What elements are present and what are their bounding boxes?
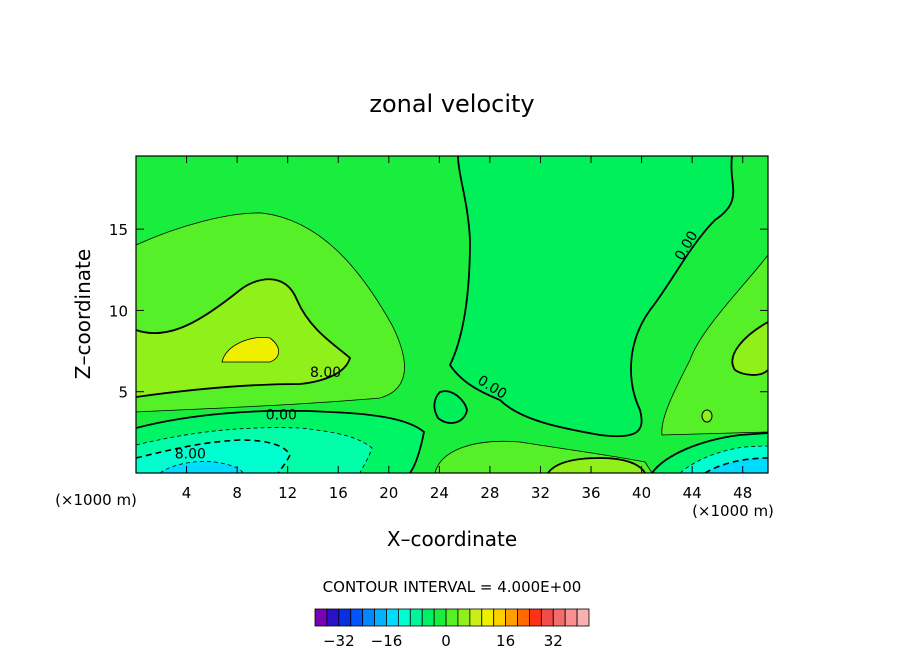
colorbar-swatch [469, 608, 483, 627]
contour-line [136, 212, 405, 413]
colorbar-swatch [505, 608, 518, 627]
colorbar-swatch [421, 608, 435, 627]
colorbar-tick-label: −16 [371, 632, 403, 650]
field-lower-right-min-band [705, 458, 768, 473]
contour-line [159, 461, 244, 473]
contour-line-0 [448, 156, 735, 438]
x-axis-label: X–coordinate [387, 527, 517, 551]
contour-line [434, 440, 653, 473]
contour-line-8 [136, 278, 352, 398]
contour-line [731, 321, 768, 376]
contour-line-0 [651, 432, 768, 473]
colorbar-swatch [540, 608, 554, 627]
colorbar-swatch [517, 608, 530, 627]
field-right-core-band [732, 322, 768, 375]
field-bottom-middle-core [548, 458, 645, 473]
colorbar [314, 608, 590, 627]
y-axis-label: Z–coordinate [71, 249, 95, 379]
colorbar-swatch [433, 608, 447, 627]
x-tick-label: 12 [278, 484, 297, 502]
x-tick-label: 4 [182, 484, 192, 502]
x-axis-ticks: 4 8 12 16 20 24 28 32 36 40 44 48 [182, 156, 752, 502]
field-right-band [661, 255, 768, 435]
x-units-left: (×1000 m) [55, 491, 137, 509]
y-tick-label: 15 [109, 221, 128, 239]
contour-line [221, 337, 280, 363]
contour-label: 8.00 [310, 365, 341, 381]
x-tick-label: 8 [232, 484, 242, 502]
contour-line-0 [433, 390, 468, 424]
y-tick-label: 10 [109, 302, 128, 320]
colorbar-tick-label: 32 [544, 632, 563, 650]
colorbar-swatch [326, 608, 340, 627]
field-central-jet [450, 156, 734, 437]
colorbar-swatch [374, 608, 387, 627]
colorbar-swatch [564, 608, 578, 627]
contour-label: 0.00 [266, 407, 297, 423]
x-tick-label: 28 [480, 484, 499, 502]
field-lower-left-cold-band [136, 440, 290, 473]
colorbar-swatch [576, 608, 590, 627]
field-isolated-pocket [434, 391, 467, 424]
contour-line [136, 427, 373, 473]
contour-label: 8.00 [175, 446, 206, 462]
colorbar-swatch [529, 608, 542, 627]
x-units-right: (×1000 m) [692, 502, 774, 520]
colorbar-swatch [409, 608, 423, 627]
contour-line-0 [136, 409, 425, 473]
contour-line [547, 457, 646, 473]
colorbar-tick-labels: −32 −16 0 16 32 [323, 632, 563, 650]
colorbar-tick-label: 16 [496, 632, 515, 650]
x-tick-label: 48 [733, 484, 752, 502]
contour-interval: CONTOUR INTERVAL = 4.000E+00 [323, 578, 582, 596]
colorbar-swatch [493, 608, 507, 627]
colorbar-swatch [481, 608, 495, 627]
y-axis-ticks: 5 10 15 [109, 221, 768, 402]
x-tick-label: 40 [632, 484, 651, 502]
contour-line [704, 457, 768, 473]
plot-frame [135, 155, 769, 474]
colorbar-swatch [362, 608, 375, 627]
colorbar-swatch [457, 608, 471, 627]
colorbar-swatch [445, 608, 459, 627]
y-tick-label: 5 [118, 384, 128, 402]
colorbar-swatch [397, 608, 411, 627]
field-core-band [136, 279, 350, 397]
contour-line [661, 254, 768, 436]
colorbar-swatch [338, 608, 352, 627]
field-small-cell [701, 409, 713, 423]
contour-field [136, 156, 768, 473]
colorbar-swatch [350, 608, 364, 627]
field-max-band [222, 337, 279, 362]
chart-title: zonal velocity [369, 90, 534, 118]
contour-line-neg8 [136, 439, 291, 473]
contour-lines [136, 156, 768, 473]
x-tick-label: 44 [683, 484, 702, 502]
x-tick-label: 20 [379, 484, 398, 502]
colorbar-tick-label: 0 [441, 632, 451, 650]
contour-line [679, 445, 768, 473]
colorbar-tick-label: −32 [323, 632, 355, 650]
colorbar-swatch [314, 608, 328, 627]
x-tick-label: 24 [430, 484, 449, 502]
x-tick-label: 32 [531, 484, 550, 502]
x-tick-label: 16 [329, 484, 348, 502]
colorbar-swatch [386, 608, 399, 627]
x-tick-label: 36 [581, 484, 600, 502]
colorbar-swatch [552, 608, 566, 627]
